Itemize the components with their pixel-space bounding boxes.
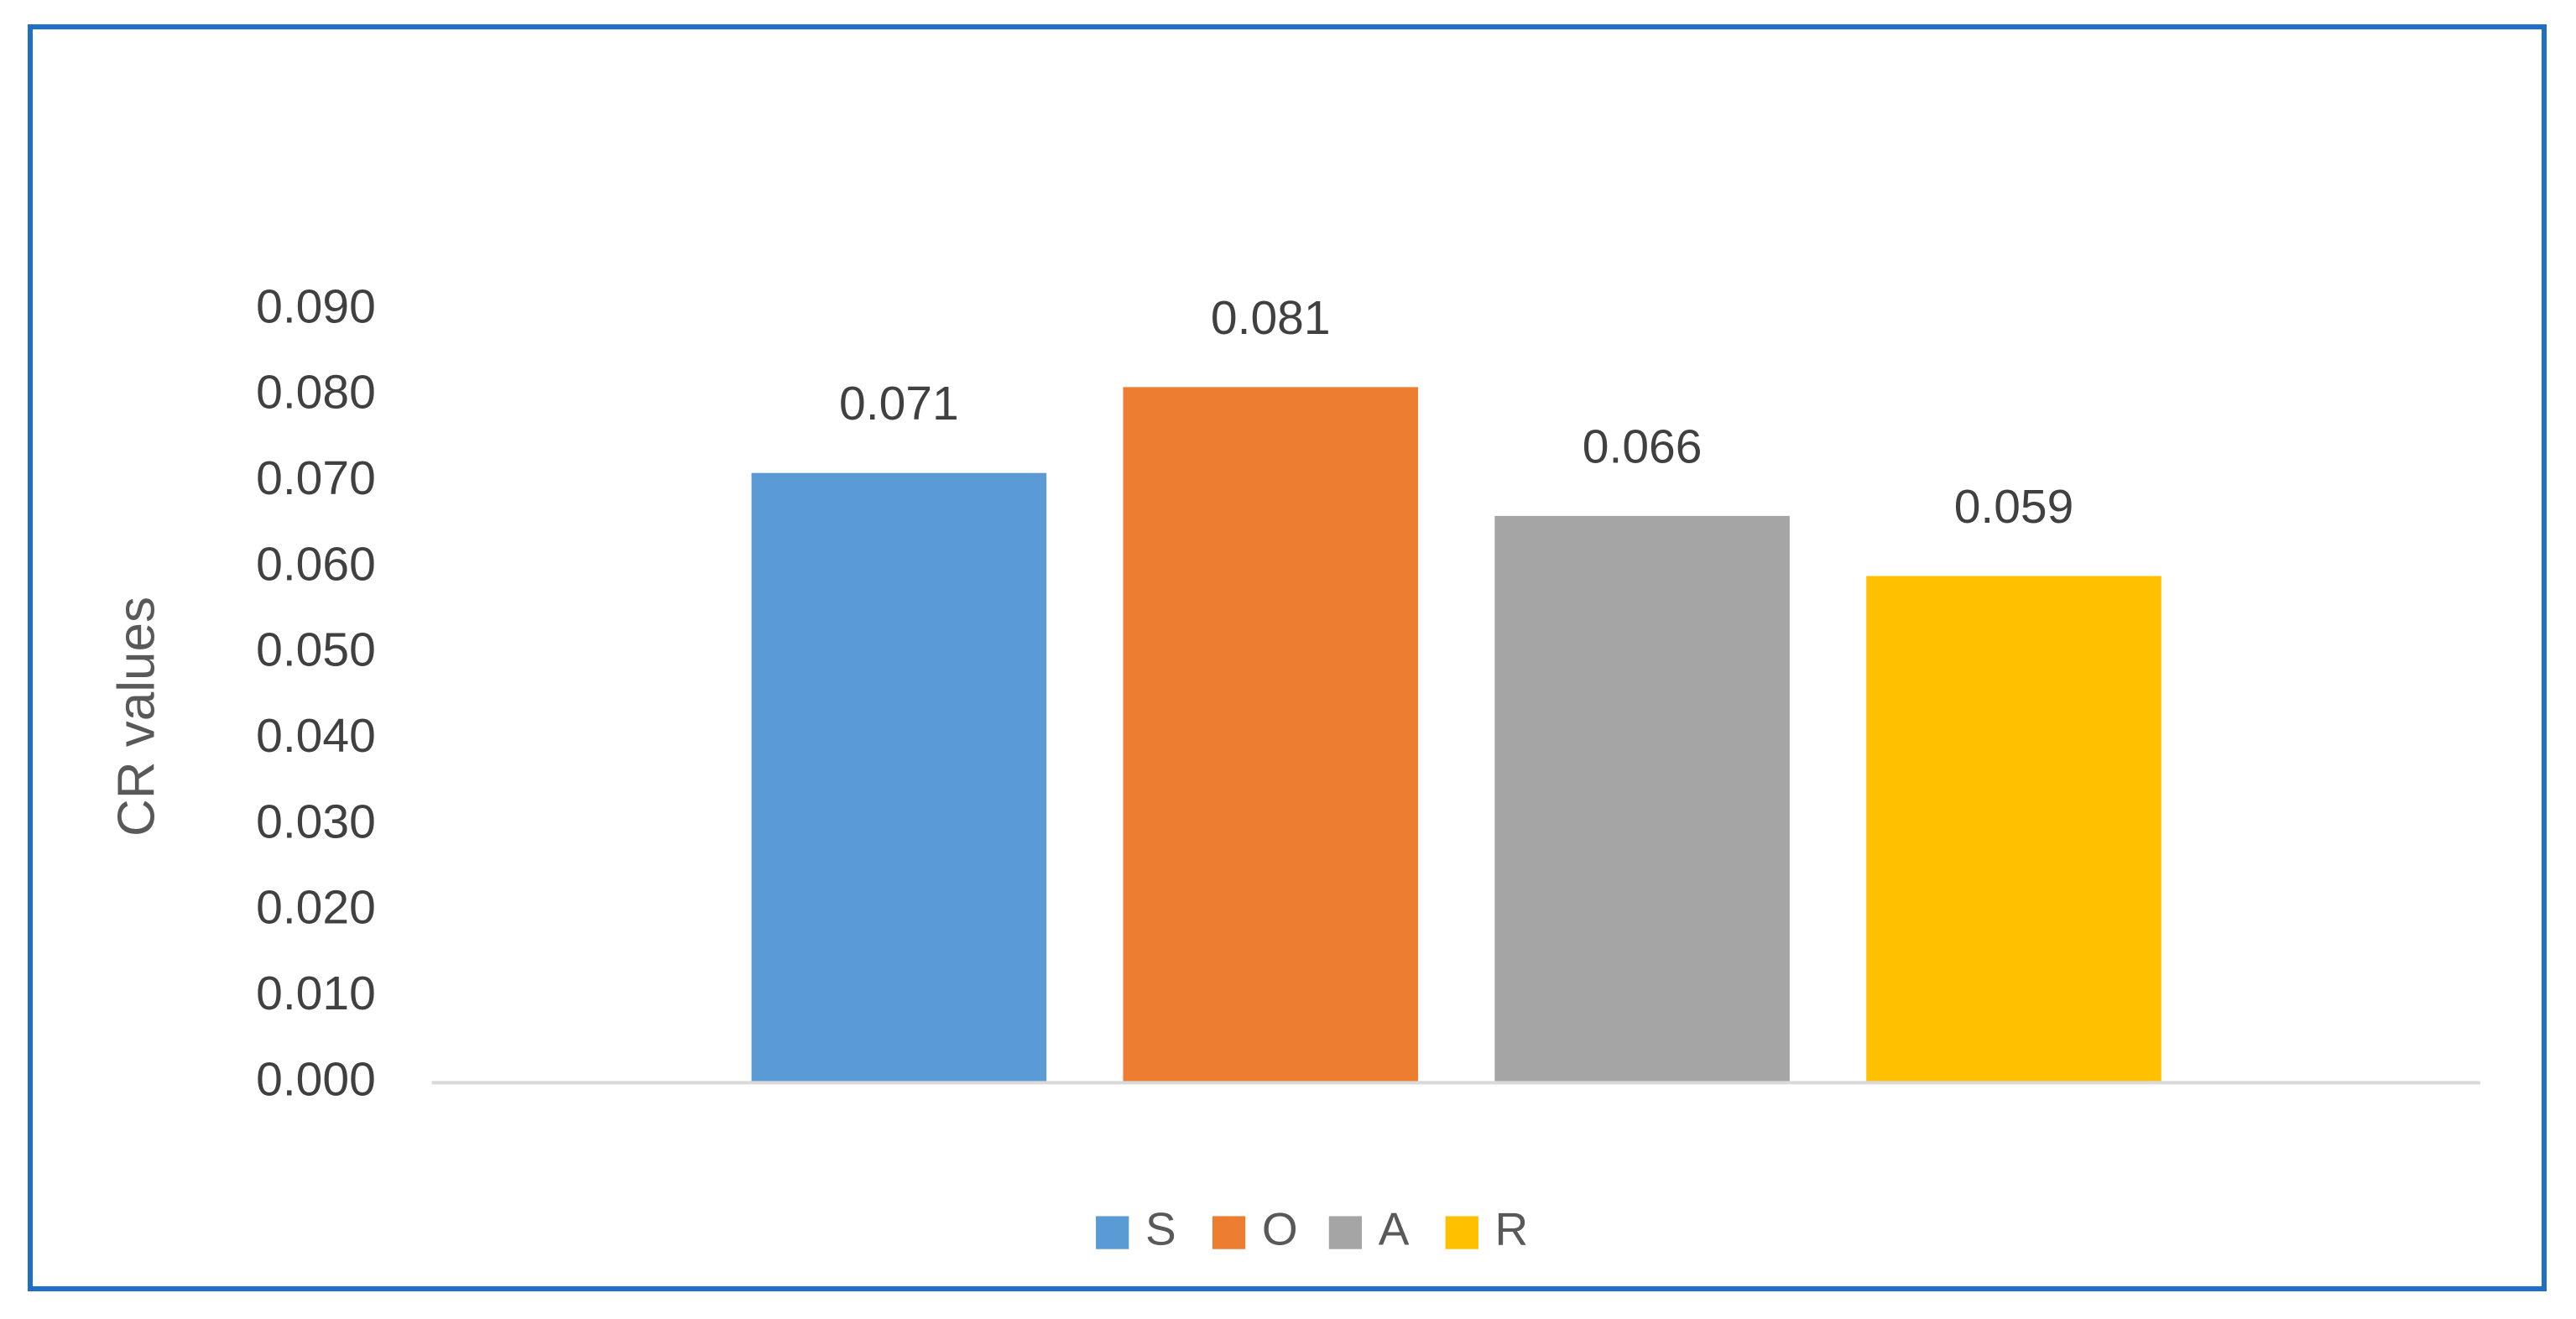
bar xyxy=(751,472,1047,1083)
legend-swatch xyxy=(1212,1216,1246,1249)
value-label: 0.071 xyxy=(839,377,959,430)
y-tick-label: 0.010 xyxy=(256,967,376,1020)
y-tick-label: 0.030 xyxy=(256,795,376,848)
value-label: 0.081 xyxy=(1211,291,1331,345)
value-label: 0.066 xyxy=(1583,420,1703,473)
value-label: 0.059 xyxy=(1954,480,2074,534)
legend-label: R xyxy=(1495,1203,1529,1255)
y-tick-label: 0.000 xyxy=(256,1052,376,1106)
y-tick-label: 0.020 xyxy=(256,881,376,935)
y-axis-label: CR values xyxy=(107,597,165,837)
bar xyxy=(1866,576,2161,1083)
y-tick-label: 0.080 xyxy=(256,366,376,420)
legend-label: S xyxy=(1145,1203,1176,1255)
legend-swatch xyxy=(1445,1216,1478,1249)
y-tick-label: 0.040 xyxy=(256,709,376,763)
legend-swatch xyxy=(1096,1216,1129,1249)
legend-label: O xyxy=(1262,1203,1298,1255)
y-tick-label: 0.070 xyxy=(256,451,376,505)
legend-swatch xyxy=(1328,1216,1363,1249)
legend-label: A xyxy=(1379,1203,1410,1255)
y-tick-label: 0.060 xyxy=(256,537,376,591)
bar xyxy=(1123,387,1419,1083)
y-tick-label: 0.090 xyxy=(256,279,376,333)
bar xyxy=(1494,515,1790,1083)
y-tick-label: 0.050 xyxy=(256,623,376,677)
